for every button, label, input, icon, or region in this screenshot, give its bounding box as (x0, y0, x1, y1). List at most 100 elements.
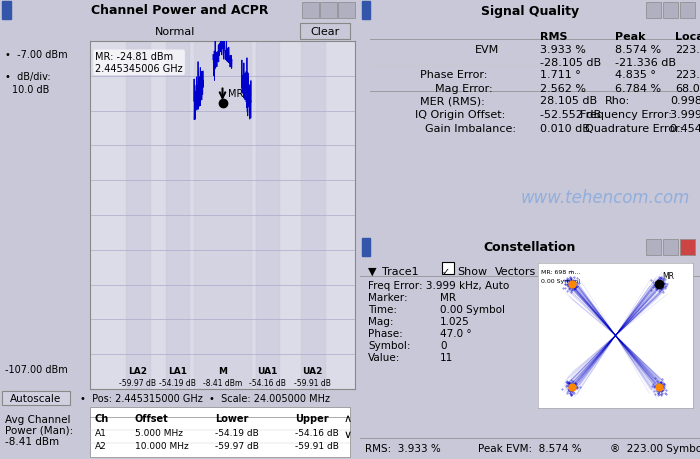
Text: Upper: Upper (295, 413, 328, 423)
Text: 0.00 Symbol: 0.00 Symbol (440, 304, 505, 314)
Text: Symbol:: Symbol: (368, 340, 410, 350)
Text: Peak EVM:  8.574 %: Peak EVM: 8.574 % (478, 443, 582, 453)
Bar (321, 3, 337, 19)
Text: Lower: Lower (215, 413, 248, 423)
Text: 3.933 %: 3.933 % (540, 45, 586, 55)
Text: Vectors: Vectors (495, 266, 536, 276)
Text: -54.16 dB: -54.16 dB (295, 428, 339, 437)
Text: Freq Error: 3.999 kHz, Auto: Freq Error: 3.999 kHz, Auto (368, 280, 509, 291)
Bar (90, 407, 350, 457)
Bar (362, 2, 370, 20)
Text: UA1: UA1 (258, 366, 278, 375)
Text: Constellation: Constellation (484, 241, 576, 254)
Text: Peak: Peak (615, 32, 645, 42)
Text: 1.025: 1.025 (440, 316, 470, 326)
Text: A2: A2 (95, 441, 106, 450)
Text: Normal: Normal (155, 27, 195, 37)
Text: Marker:: Marker: (368, 292, 407, 302)
Bar (338, 3, 355, 19)
Text: 3.999 kHz: 3.999 kHz (670, 110, 700, 120)
Text: 10.0 dB: 10.0 dB (12, 85, 50, 95)
Text: EVM: EVM (475, 45, 499, 55)
Text: Value:: Value: (368, 352, 400, 362)
Bar (663, 240, 678, 255)
Text: M: M (218, 366, 227, 375)
Text: -54.19 dB: -54.19 dB (159, 378, 196, 387)
Text: IQ Origin Offset:: IQ Origin Offset: (415, 110, 505, 120)
Text: -59.97 dB: -59.97 dB (119, 378, 156, 387)
Text: -54.16 dB: -54.16 dB (249, 378, 286, 387)
Text: 0.010 dB: 0.010 dB (540, 124, 590, 134)
Text: Ch: Ch (95, 413, 109, 423)
Text: Avg Channel: Avg Channel (5, 414, 71, 424)
Text: 47.0 °: 47.0 ° (440, 328, 472, 338)
Bar (645, 3, 661, 19)
Text: 8.574 %: 8.574 % (615, 45, 661, 55)
Text: Autoscale: Autoscale (10, 393, 62, 403)
Text: ®  223.00 Symbol: ® 223.00 Symbol (610, 443, 700, 453)
Text: www.tehencom.com: www.tehencom.com (521, 189, 690, 207)
Text: Quadrature Error:: Quadrature Error: (585, 124, 683, 134)
Text: MR: MR (440, 292, 456, 302)
Bar (663, 3, 678, 19)
Text: 0: 0 (440, 340, 447, 350)
Text: -54.19 dB: -54.19 dB (215, 428, 259, 437)
Text: 4.835 °: 4.835 ° (615, 70, 656, 80)
Text: LA1: LA1 (168, 366, 187, 375)
Text: 0.454 °: 0.454 ° (670, 124, 700, 134)
Bar (2, 391, 70, 405)
Text: MR: MR (662, 272, 674, 280)
Bar (165, 42, 190, 389)
Text: 1.711 °: 1.711 ° (540, 70, 581, 80)
Text: -59.91 dB: -59.91 dB (294, 378, 331, 387)
Text: MR: -24.81 dBm
2.445345006 GHz: MR: -24.81 dBm 2.445345006 GHz (95, 52, 183, 74)
Text: RMS: RMS (540, 32, 568, 42)
Text: 10.000 MHz: 10.000 MHz (135, 441, 189, 450)
Text: Signal Quality: Signal Quality (481, 5, 579, 17)
Text: Rho:: Rho: (605, 96, 630, 106)
Bar (256, 42, 279, 389)
Bar (680, 3, 695, 19)
Bar (300, 24, 350, 40)
Text: MR: 698 m...: MR: 698 m... (540, 269, 580, 274)
Text: LA2: LA2 (128, 366, 147, 375)
Text: Time:: Time: (368, 304, 397, 314)
Text: Clear: Clear (310, 27, 340, 37)
Text: ∧: ∧ (344, 413, 352, 423)
Text: Offset: Offset (135, 413, 169, 423)
Text: UA2: UA2 (302, 366, 323, 375)
Bar (442, 263, 454, 274)
Text: 5.000 MHz: 5.000 MHz (135, 428, 183, 437)
Text: 2.562 %: 2.562 % (540, 84, 586, 94)
Text: -107.00 dBm: -107.00 dBm (5, 364, 68, 374)
Text: Trace1: Trace1 (382, 266, 419, 276)
Text: -28.105 dB: -28.105 dB (540, 58, 601, 68)
Text: 68.00: 68.00 (675, 84, 700, 94)
Text: -21.336 dB: -21.336 dB (615, 58, 676, 68)
Text: Frequency Error:: Frequency Error: (580, 110, 672, 120)
Text: -52.552 dB: -52.552 dB (540, 110, 601, 120)
Bar (302, 3, 318, 19)
Text: •  Pos: 2.445315000 GHz  •  Scale: 24.005000 MHz: • Pos: 2.445315000 GHz • Scale: 24.00500… (80, 393, 330, 403)
Bar (126, 42, 150, 389)
Text: 11: 11 (440, 352, 454, 362)
Text: Phase Error:: Phase Error: (420, 70, 487, 80)
Text: 0.00 Symbol: 0.00 Symbol (540, 279, 580, 284)
Text: Gain Imbalance:: Gain Imbalance: (425, 124, 516, 134)
Text: 223.00: 223.00 (675, 45, 700, 55)
Text: •  -7.00 dBm: • -7.00 dBm (5, 50, 68, 60)
Bar (645, 240, 661, 255)
Text: ▼: ▼ (368, 266, 377, 276)
Text: Power (Man):: Power (Man): (5, 425, 74, 435)
Text: •  dB/div:: • dB/div: (5, 72, 50, 82)
Text: -59.91 dB: -59.91 dB (295, 441, 339, 450)
Text: A1: A1 (95, 428, 107, 437)
Text: Mag:: Mag: (368, 316, 393, 326)
Text: 223.00: 223.00 (675, 70, 700, 80)
Text: Channel Power and ACPR: Channel Power and ACPR (91, 5, 269, 17)
Text: Location: Location (675, 32, 700, 42)
Text: Mag Error:: Mag Error: (435, 84, 493, 94)
Bar (2, 2, 10, 20)
Bar (194, 42, 251, 389)
Text: -8.41 dBm: -8.41 dBm (5, 436, 59, 446)
